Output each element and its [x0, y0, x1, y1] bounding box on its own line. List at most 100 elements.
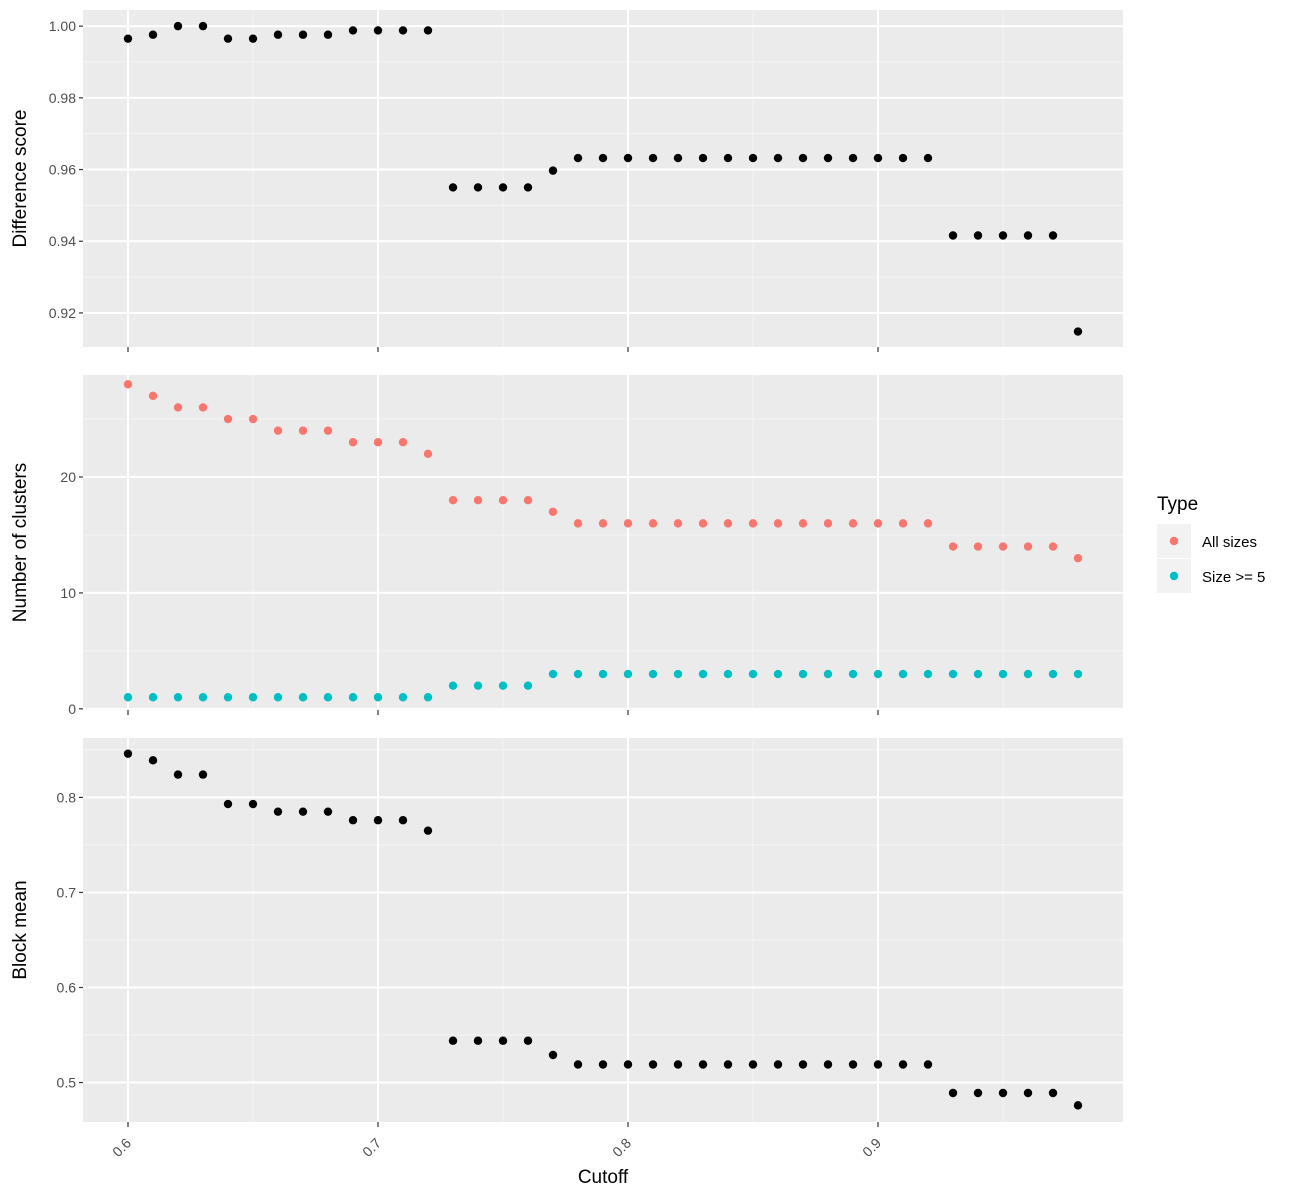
y-tick-label: 0.7: [57, 884, 77, 900]
data-point: [973, 231, 983, 240]
data-point: [998, 1088, 1008, 1098]
series-1: [123, 380, 1083, 563]
data-point: [998, 231, 1008, 240]
data-point: [923, 153, 933, 163]
y-axis-title: Difference score: [10, 110, 31, 248]
data-point: [898, 669, 908, 679]
data-point: [873, 153, 883, 163]
panel-3: 0.5 0.6 0.7 0.8 0.6 0.7 0.8 0.9 Block mean: [10, 738, 1123, 1160]
x-axis-title: Cutoff: [578, 1167, 629, 1188]
data-point: [123, 34, 133, 43]
data-point: [223, 414, 233, 424]
data-point: [373, 693, 383, 702]
data-point: [1048, 669, 1058, 679]
data-point: [423, 826, 433, 835]
data-point: [173, 693, 183, 702]
data-point: [948, 1088, 958, 1098]
data-point: [248, 693, 258, 702]
panels-group: 0.92 0.94 0.96 0.98 1.00 Difference score 0 10 2…: [10, 10, 1123, 1160]
data-point: [648, 669, 658, 679]
data-point: [548, 166, 558, 175]
data-point: [898, 519, 908, 528]
data-point: [973, 542, 983, 551]
data-point: [1048, 1088, 1058, 1098]
data-point: [398, 693, 408, 702]
data-point: [398, 26, 408, 35]
data-point: [473, 183, 483, 192]
data-point: [523, 1036, 533, 1045]
data-point: [348, 693, 358, 702]
data-point: [198, 403, 208, 412]
legend-label-all-sizes: All sizes: [1202, 534, 1257, 551]
data-point: [773, 519, 783, 528]
data-point: [348, 438, 358, 447]
data-point: [698, 519, 708, 528]
data-point: [1023, 1088, 1033, 1098]
data-point: [1023, 669, 1033, 679]
data-point: [898, 153, 908, 163]
data-point: [1073, 1101, 1083, 1110]
data-point: [698, 153, 708, 163]
data-point: [723, 1060, 733, 1069]
data-point: [698, 669, 708, 679]
data-point: [873, 519, 883, 528]
data-point: [173, 770, 183, 779]
data-point: [223, 799, 233, 809]
data-point: [673, 1060, 683, 1069]
data-point: [873, 1060, 883, 1069]
data-point: [898, 1060, 908, 1069]
data-point: [548, 669, 558, 679]
data-point: [648, 1060, 658, 1069]
data-point: [723, 519, 733, 528]
data-point: [123, 749, 133, 758]
data-point: [498, 183, 508, 192]
data-point: [1073, 553, 1083, 563]
data-point: [548, 507, 558, 516]
data-point: [1048, 231, 1058, 240]
y-tick-label: 0.8: [57, 789, 77, 805]
data-point: [373, 816, 383, 825]
data-point: [698, 1060, 708, 1069]
y-tick-label: 1.00: [49, 18, 76, 34]
data-point: [598, 519, 608, 528]
x-tick-label: 0.6: [109, 1135, 134, 1160]
data-point: [298, 30, 308, 39]
panel-background: [83, 10, 1123, 347]
data-point: [398, 438, 408, 447]
data-point: [298, 807, 308, 816]
legend-key-all-sizes: [1169, 536, 1179, 546]
data-point: [398, 816, 408, 825]
legend-label-size-ge-5: Size >= 5: [1202, 569, 1265, 586]
data-point: [873, 669, 883, 679]
data-point: [823, 1060, 833, 1069]
y-tick-label: 20: [60, 469, 76, 485]
data-point: [348, 26, 358, 35]
data-point: [773, 1060, 783, 1069]
data-point: [148, 756, 158, 765]
y-tick-label: 0.5: [57, 1075, 77, 1091]
data-point: [148, 30, 158, 39]
data-point: [598, 1060, 608, 1069]
y-tick-label: 0.98: [49, 90, 76, 106]
data-point: [273, 807, 283, 816]
data-point: [473, 495, 483, 505]
x-tick-label: 0.9: [859, 1135, 884, 1160]
data-point: [723, 669, 733, 679]
data-point: [923, 669, 933, 679]
data-point: [773, 669, 783, 679]
y-axis-title: Number of clusters: [10, 463, 31, 622]
data-point: [973, 1088, 983, 1098]
data-point: [198, 693, 208, 702]
data-point: [673, 519, 683, 528]
data-point: [948, 542, 958, 551]
data-point: [748, 519, 758, 528]
data-point: [323, 30, 333, 39]
legend-title: Type: [1157, 494, 1198, 515]
data-point: [448, 495, 458, 505]
data-point: [748, 1060, 758, 1069]
data-point: [248, 34, 258, 43]
data-point: [998, 669, 1008, 679]
data-point: [498, 681, 508, 690]
data-point: [623, 1060, 633, 1069]
data-point: [373, 438, 383, 447]
